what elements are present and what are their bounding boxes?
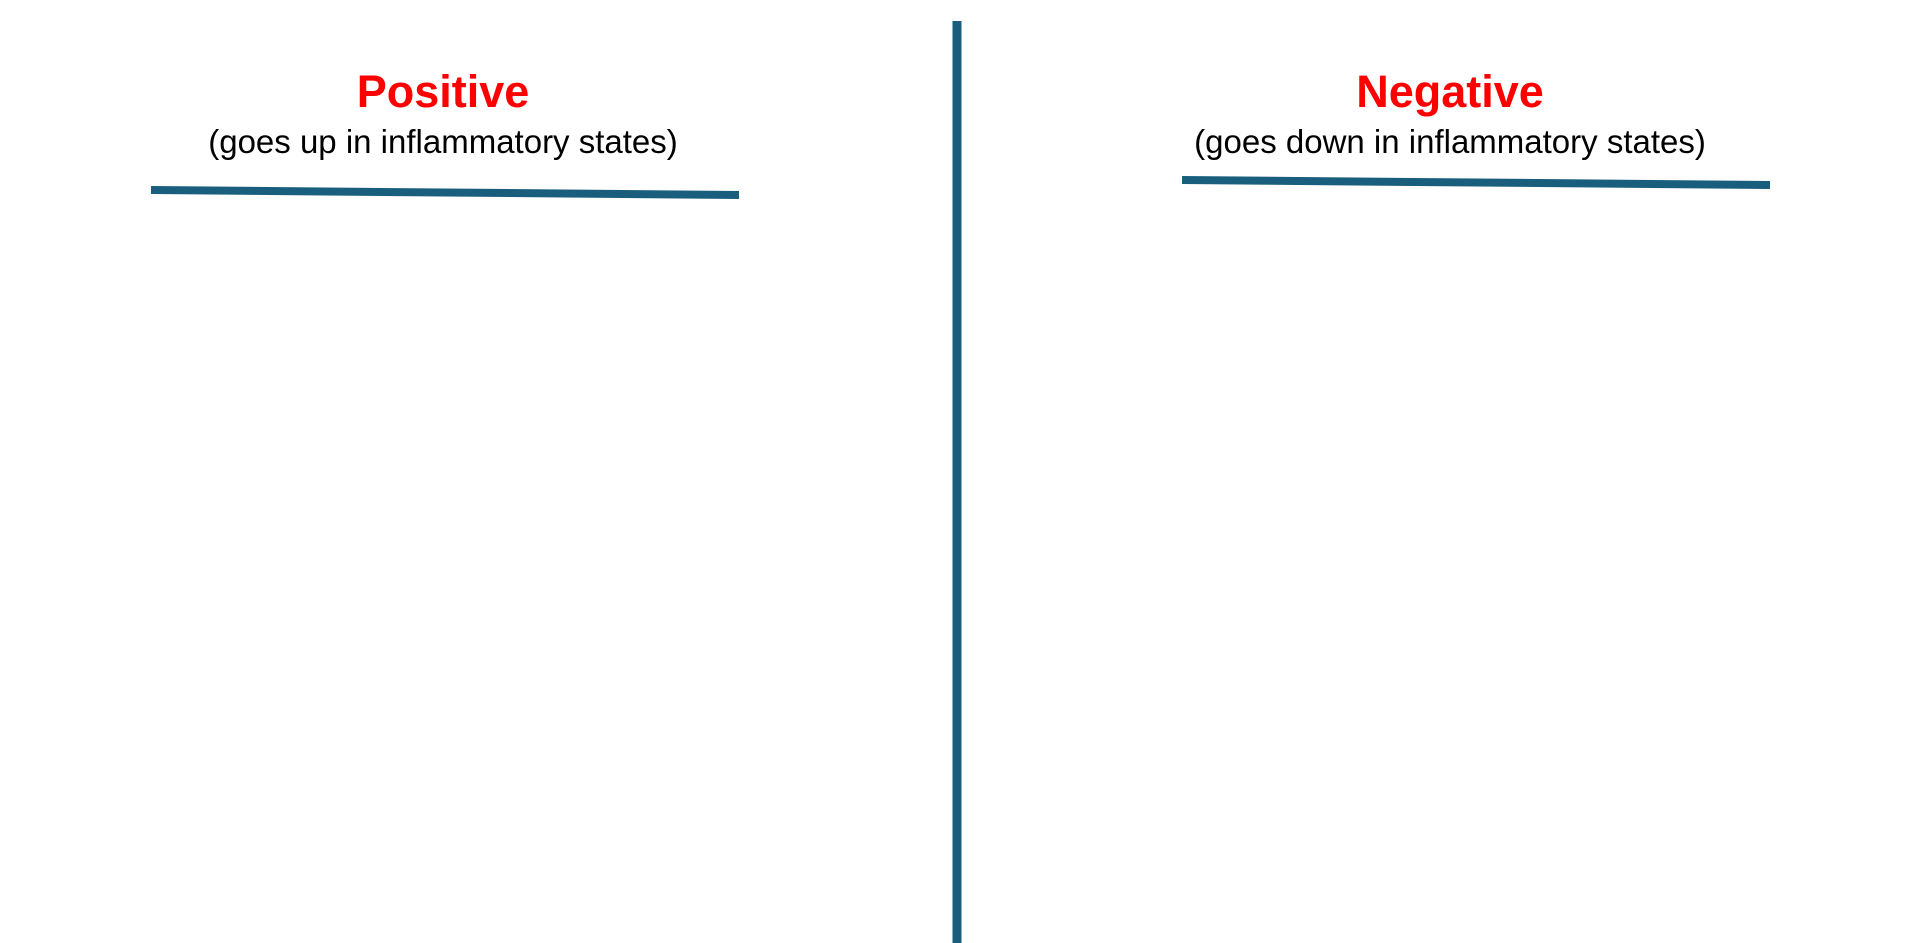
negative-column-header: Negative (goes down in inflammatory stat… <box>1100 62 1800 162</box>
positive-title: Positive <box>356 66 530 117</box>
positive-column-header: Positive (goes up in inflammatory states… <box>93 62 793 162</box>
right-column-underline <box>1181 176 1771 189</box>
positive-subtitle: (goes up in inflammatory states) <box>208 123 678 160</box>
negative-subtitle: (goes down in inflammatory states) <box>1194 123 1706 160</box>
left-column-underline <box>150 186 740 199</box>
negative-title: Negative <box>1356 66 1544 117</box>
